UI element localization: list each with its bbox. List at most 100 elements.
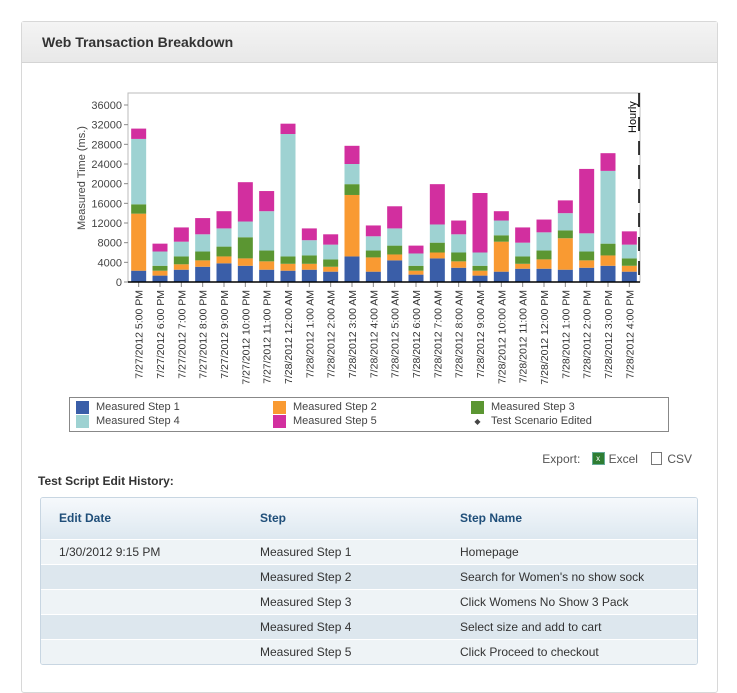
bar-segment[interactable]: [152, 243, 168, 252]
legend-item-step3[interactable]: Measured Step 3: [471, 401, 575, 414]
bar-segment[interactable]: [557, 238, 573, 270]
bar-segment[interactable]: [173, 269, 189, 282]
bar-segment[interactable]: [323, 266, 339, 272]
bar-segment[interactable]: [579, 233, 595, 252]
bar-segment[interactable]: [515, 268, 531, 282]
bar-segment[interactable]: [280, 263, 296, 271]
bar-segment[interactable]: [579, 260, 595, 268]
bar-segment[interactable]: [493, 220, 509, 236]
bar-segment[interactable]: [536, 250, 552, 260]
bar-segment[interactable]: [365, 257, 381, 272]
bar-segment[interactable]: [195, 251, 211, 261]
bar-segment[interactable]: [429, 252, 445, 259]
bar-segment[interactable]: [579, 251, 595, 261]
bar-segment[interactable]: [323, 244, 339, 260]
bar-segment[interactable]: [323, 259, 339, 267]
column-header-step[interactable]: Step: [260, 511, 287, 525]
legend-item-step2[interactable]: Measured Step 2: [273, 401, 377, 414]
bar-segment[interactable]: [195, 234, 211, 252]
bar-segment[interactable]: [621, 265, 637, 272]
bar-segment[interactable]: [387, 254, 403, 261]
bar-segment[interactable]: [429, 258, 445, 282]
bar-segment[interactable]: [387, 228, 403, 246]
bar-segment[interactable]: [493, 271, 509, 282]
export-csv-link[interactable]: CSV: [667, 451, 692, 466]
bar-segment[interactable]: [173, 241, 189, 257]
bar-segment[interactable]: [493, 211, 509, 221]
bar-segment[interactable]: [536, 219, 552, 233]
bar-segment[interactable]: [280, 134, 296, 257]
bar-segment[interactable]: [280, 270, 296, 282]
bar-segment[interactable]: [472, 252, 488, 266]
bar-segment[interactable]: [131, 204, 147, 214]
bar-segment[interactable]: [515, 263, 531, 269]
bar-segment[interactable]: [451, 261, 467, 268]
bar-segment[interactable]: [621, 258, 637, 266]
bar-segment[interactable]: [195, 218, 211, 235]
bar-segment[interactable]: [536, 268, 552, 282]
bar-segment[interactable]: [216, 263, 232, 282]
legend-item-step4[interactable]: Measured Step 4: [76, 415, 180, 428]
bar-segment[interactable]: [621, 244, 637, 259]
bar-segment[interactable]: [323, 234, 339, 245]
bar-segment[interactable]: [451, 220, 467, 235]
bar-segment[interactable]: [237, 182, 253, 222]
excel-icon[interactable]: x: [591, 452, 605, 466]
bar-segment[interactable]: [408, 270, 424, 275]
bar-segment[interactable]: [408, 265, 424, 271]
bar-segment[interactable]: [515, 227, 531, 243]
bar-segment[interactable]: [365, 236, 381, 251]
bar-segment[interactable]: [472, 193, 488, 253]
bar-segment[interactable]: [429, 184, 445, 225]
bar-segment[interactable]: [216, 246, 232, 257]
bar-segment[interactable]: [429, 242, 445, 253]
bar-segment[interactable]: [259, 250, 275, 262]
bar-segment[interactable]: [344, 194, 360, 257]
bar-segment[interactable]: [152, 265, 168, 271]
bar-segment[interactable]: [152, 275, 168, 282]
bar-segment[interactable]: [408, 253, 424, 266]
bar-segment[interactable]: [344, 256, 360, 282]
bar-segment[interactable]: [557, 269, 573, 282]
bar-segment[interactable]: [387, 260, 403, 282]
column-header-edit-date[interactable]: Edit Date: [59, 511, 112, 525]
bar-segment[interactable]: [131, 213, 147, 271]
bar-segment[interactable]: [387, 245, 403, 255]
bar-segment[interactable]: [621, 231, 637, 245]
bar-segment[interactable]: [173, 256, 189, 265]
csv-file-icon[interactable]: [651, 452, 663, 466]
bar-segment[interactable]: [365, 250, 381, 258]
bar-segment[interactable]: [344, 145, 360, 164]
bar-segment[interactable]: [216, 256, 232, 264]
bar-segment[interactable]: [493, 241, 509, 272]
bar-segment[interactable]: [259, 269, 275, 282]
bar-segment[interactable]: [600, 170, 616, 244]
bar-segment[interactable]: [173, 227, 189, 242]
bar-segment[interactable]: [301, 255, 317, 264]
bar-segment[interactable]: [600, 243, 616, 256]
bar-segment[interactable]: [472, 265, 488, 271]
bar-segment[interactable]: [557, 200, 573, 214]
bar-segment[interactable]: [344, 164, 360, 185]
bar-segment[interactable]: [451, 234, 467, 253]
bar-segment[interactable]: [301, 228, 317, 241]
bar-segment[interactable]: [131, 128, 147, 139]
bar-segment[interactable]: [301, 269, 317, 282]
bar-segment[interactable]: [472, 270, 488, 276]
bar-segment[interactable]: [536, 232, 552, 251]
bar-segment[interactable]: [301, 240, 317, 256]
legend-item-scenario-edited[interactable]: ◆ Test Scenario Edited: [471, 415, 591, 428]
bar-segment[interactable]: [195, 260, 211, 267]
bar-segment[interactable]: [515, 256, 531, 264]
bar-segment[interactable]: [173, 264, 189, 270]
legend-item-step5[interactable]: Measured Step 5: [273, 415, 377, 428]
bar-segment[interactable]: [429, 224, 445, 243]
bar-segment[interactable]: [216, 228, 232, 247]
bar-segment[interactable]: [131, 138, 147, 205]
bar-segment[interactable]: [237, 237, 253, 259]
bar-segment[interactable]: [216, 211, 232, 229]
bar-segment[interactable]: [408, 274, 424, 282]
bar-segment[interactable]: [237, 258, 253, 266]
bar-segment[interactable]: [365, 225, 381, 237]
bar-segment[interactable]: [579, 267, 595, 282]
